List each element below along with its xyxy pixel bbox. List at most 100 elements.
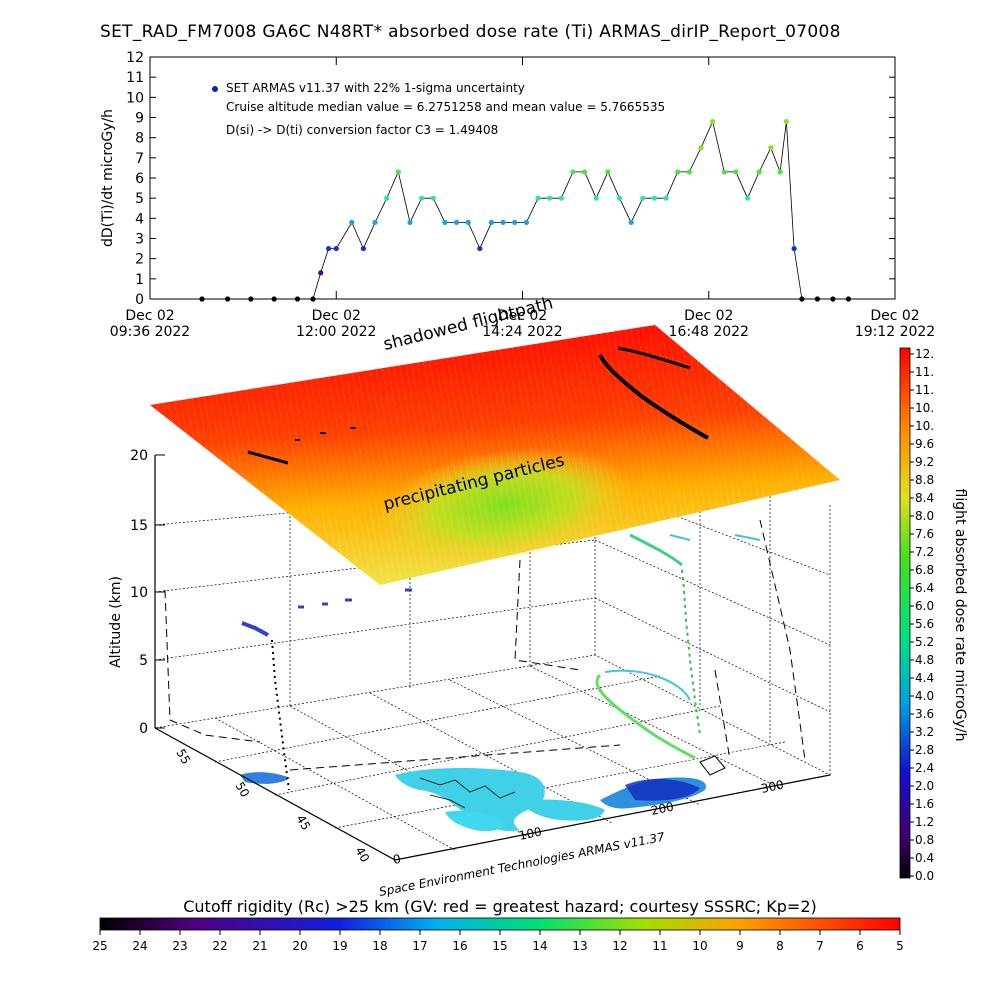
rc-tick-label: 20 xyxy=(292,939,307,953)
dose-tick-label: 0.8 xyxy=(915,833,934,847)
data-point xyxy=(570,169,576,175)
y-tick-label: 3 xyxy=(135,232,144,248)
dose-tick-label: 6.0 xyxy=(915,599,934,613)
data-point xyxy=(372,219,378,225)
dose-colorbar-ramp xyxy=(899,347,911,879)
ascent-track xyxy=(241,621,269,637)
data-point xyxy=(477,245,483,252)
data-point xyxy=(593,195,599,201)
rc-colorbar: Cutoff rigidity (Rc) >25 km (GV: red = g… xyxy=(92,897,903,953)
data-point xyxy=(523,219,529,225)
dose-tick-label: 10. xyxy=(915,419,934,433)
data-point xyxy=(640,195,646,201)
rc-tick-label: 8 xyxy=(776,939,784,953)
dose-tick-label: 5.6 xyxy=(915,617,934,631)
lat-tick-45: 45 xyxy=(293,813,313,833)
data-point xyxy=(605,169,611,175)
data-point xyxy=(845,296,852,302)
data-point xyxy=(294,296,301,302)
side-track xyxy=(669,534,761,541)
rc-tick-label: 12 xyxy=(612,939,627,953)
dose-tick-label: 3.2 xyxy=(915,725,934,739)
rc-tick-label: 18 xyxy=(372,939,387,953)
dose-tick-label: 3.6 xyxy=(915,707,934,721)
legend-entry: D(si) -> D(ti) conversion factor C3 = 1.… xyxy=(226,123,498,137)
dose-tick-label: 2.4 xyxy=(915,761,934,775)
data-point xyxy=(768,145,774,151)
shadowed-flightpath-dashes xyxy=(295,427,356,441)
projection-lines xyxy=(164,519,806,771)
data-point xyxy=(419,195,425,201)
y-tick-label: 10 xyxy=(126,90,144,106)
dose-tick-label: 0.0 xyxy=(915,869,934,883)
lat-tick-50: 50 xyxy=(232,780,252,800)
data-point xyxy=(488,219,495,225)
data-point xyxy=(407,219,413,225)
legend-entry: SET ARMAS v11.37 with 22% 1-sigma uncert… xyxy=(226,81,525,95)
y-axis-label: dD(Ti)/dt microGy/h xyxy=(100,109,116,247)
dose-tick-label: 10. xyxy=(915,401,934,415)
dose-tick-label: 9.2 xyxy=(915,455,934,469)
z-tick-10: 10 xyxy=(130,585,148,601)
data-point xyxy=(430,195,436,201)
data-point xyxy=(384,195,390,201)
dose-tick-label: 12. xyxy=(915,347,934,361)
data-point xyxy=(395,169,401,175)
rc-tick-label: 11 xyxy=(652,939,667,953)
lon-tick-100: 100 xyxy=(518,824,543,842)
x-tick-time: 12:00 2022 xyxy=(296,324,376,340)
rc-tick-label: 10 xyxy=(692,939,707,953)
y-tick-label: 0 xyxy=(135,292,144,308)
data-point xyxy=(325,245,332,252)
z-tick-0: 0 xyxy=(139,721,148,737)
data-point xyxy=(628,219,634,225)
z-tick-20: 20 xyxy=(130,448,148,464)
dose-tick-label: 0.4 xyxy=(915,851,934,865)
dose-tick-label: 1.2 xyxy=(915,815,934,829)
dose-tick-label: 11. xyxy=(915,365,934,379)
series-points xyxy=(199,118,852,302)
dose-tick-label: 7.2 xyxy=(915,545,934,559)
flightpath-3d xyxy=(241,533,761,791)
z-tick-5: 5 xyxy=(139,653,148,669)
data-point xyxy=(547,195,553,201)
y-tick-label: 8 xyxy=(135,131,144,147)
rc-tick-label: 17 xyxy=(412,939,427,953)
data-point xyxy=(225,296,231,302)
data-point xyxy=(791,245,797,252)
data-point xyxy=(756,169,762,175)
dose-colorbar-ticks: 12. 11. 11. 10. 10. 9.6 9.2 8.8 8.4 8.0 7.6 7.2 6.8 6… xyxy=(910,347,934,883)
rc-tick-label: 24 xyxy=(132,939,147,953)
data-point xyxy=(616,195,623,201)
ascent-dotted xyxy=(271,639,290,791)
data-point xyxy=(310,296,316,302)
rc-colorbar-label: Cutoff rigidity (Rc) >25 km (GV: red = g… xyxy=(183,897,817,916)
y-tick-label: 2 xyxy=(135,252,144,268)
land-mass-east xyxy=(625,778,700,801)
data-point xyxy=(271,296,277,302)
data-point xyxy=(465,219,471,225)
data-point xyxy=(248,296,254,302)
legend-marker xyxy=(212,86,218,92)
data-point xyxy=(318,270,324,276)
rc-tick-label: 23 xyxy=(172,939,187,953)
z-axis-tick-marks xyxy=(155,454,165,729)
flightpath-floor-projection xyxy=(595,669,726,776)
dose-tick-label: 4.4 xyxy=(915,671,934,685)
aircraft-marker xyxy=(699,755,726,776)
lon-tick-200: 200 xyxy=(650,799,675,817)
rc-tick-label: 15 xyxy=(492,939,507,953)
rc-tick-label: 16 xyxy=(452,939,467,953)
dose-tick-label: 6.8 xyxy=(915,563,934,577)
legend-entry: Cruise altitude median value = 6.2751258… xyxy=(226,100,665,114)
data-point xyxy=(777,169,783,175)
dose-tick-label: 11. xyxy=(915,383,934,397)
x-tick-date: Dec 02 xyxy=(312,308,361,324)
floor-track xyxy=(595,673,696,760)
legend: SET ARMAS v11.37 with 22% 1-sigma uncert… xyxy=(212,81,665,137)
x-tick-date: Dec 02 xyxy=(498,308,547,324)
